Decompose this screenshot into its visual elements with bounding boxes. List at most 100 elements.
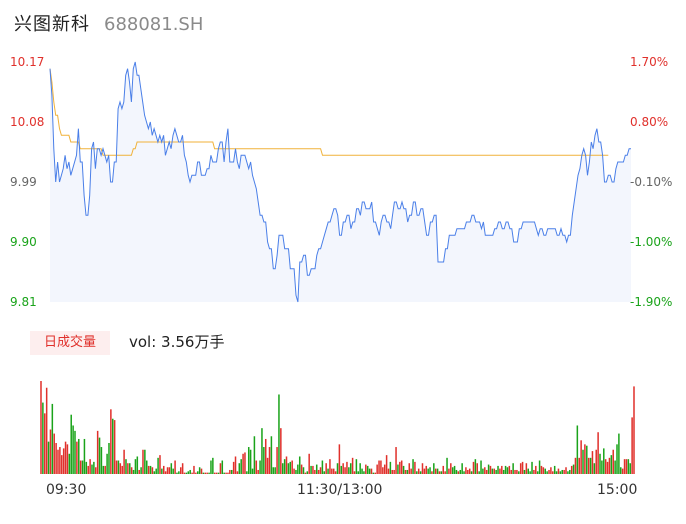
volume-bar — [559, 471, 562, 474]
volume-bar — [78, 438, 80, 474]
volume-bar — [193, 465, 195, 474]
volume-bar — [433, 463, 435, 474]
volume-bar — [163, 465, 165, 474]
volume-bar — [123, 449, 125, 474]
volume-bar — [281, 463, 284, 474]
volume-bar — [612, 449, 614, 474]
volume-bar — [508, 465, 511, 474]
volume-bar — [434, 468, 437, 474]
volume-bar — [361, 468, 363, 474]
percent-axis-label: -1.00% — [630, 235, 673, 249]
volume-bar — [295, 469, 297, 474]
volume-tab[interactable]: 日成交量 — [30, 331, 110, 355]
volume-bar — [574, 457, 577, 474]
volume-bar — [465, 467, 467, 474]
volume-bar — [421, 463, 424, 474]
volume-bar — [283, 459, 286, 474]
volume-bar — [85, 461, 88, 474]
volume-bar — [380, 460, 382, 474]
volume-bar — [616, 444, 618, 474]
volume-bar — [93, 461, 95, 474]
volume-bar — [91, 464, 93, 474]
volume-bar — [266, 457, 269, 474]
volume-bar — [359, 463, 361, 474]
volume-bar — [170, 463, 173, 474]
volume-bar — [550, 467, 552, 474]
volume-bar — [425, 465, 428, 474]
volume-bar — [470, 471, 473, 474]
volume-bar — [96, 430, 99, 474]
volume-bar — [499, 468, 501, 474]
volume-bar — [589, 457, 592, 474]
volume-bar — [463, 471, 465, 474]
volume-bar — [115, 460, 118, 474]
volume-bar — [472, 461, 475, 474]
volume-bar — [212, 457, 214, 474]
volume-bar — [383, 464, 386, 474]
volume-bar — [436, 468, 439, 474]
volume-bar — [448, 468, 450, 474]
volume-bar — [451, 467, 454, 474]
volume-bar — [202, 472, 205, 474]
volume-bar — [387, 468, 390, 474]
volume-bar — [270, 436, 273, 474]
volume-bar — [306, 471, 309, 474]
volume-bar — [416, 471, 418, 474]
time-axis-label: 09:30 — [46, 482, 87, 498]
volume-bar — [378, 460, 380, 474]
volume-bar — [230, 469, 233, 474]
volume-bar — [293, 468, 295, 474]
volume-bar — [106, 453, 108, 474]
volume-bar — [289, 461, 292, 474]
volume-bar — [376, 464, 378, 474]
volume-bar — [542, 467, 545, 474]
volume-bar — [631, 417, 633, 474]
volume-bar — [610, 455, 613, 474]
volume-bar — [404, 469, 407, 474]
volume-bar — [110, 409, 112, 474]
volume-bar — [557, 468, 560, 474]
volume-bar — [317, 469, 320, 474]
volume-bar — [461, 463, 463, 474]
volume-bar — [195, 472, 197, 474]
volume-bar — [468, 468, 471, 474]
volume-bar — [525, 463, 528, 474]
volume-bar — [606, 461, 609, 474]
volume-bar — [400, 460, 403, 474]
volume-bar — [83, 438, 86, 474]
volume-bar — [467, 469, 469, 474]
volume-bar — [323, 471, 326, 474]
volume-bar — [406, 469, 409, 474]
volume-bar — [257, 469, 259, 474]
volume-bar — [51, 403, 54, 474]
volume-bar — [593, 463, 596, 474]
volume-bar — [244, 452, 246, 474]
volume-bar — [238, 463, 241, 474]
volume-bar — [125, 459, 127, 474]
volume-bar — [625, 459, 628, 474]
volume-bar — [527, 468, 529, 474]
volume-bar — [213, 472, 216, 474]
volume-bar — [196, 471, 199, 474]
volume-bar — [172, 468, 174, 474]
volume-bar — [74, 430, 76, 474]
volume-bar — [53, 433, 55, 474]
volume-bar — [249, 449, 252, 474]
volume-bar — [312, 465, 314, 474]
volume-bar — [315, 464, 318, 474]
volume-bar — [538, 460, 541, 474]
volume-bar — [455, 469, 458, 474]
volume-bar — [142, 449, 144, 474]
volume-bar — [314, 469, 316, 474]
volume-bar — [523, 469, 526, 474]
volume-bar — [302, 467, 305, 474]
volume-bar — [533, 469, 535, 474]
volume-bar — [372, 472, 375, 474]
volume-bar — [578, 457, 580, 474]
volume-bar — [633, 386, 635, 474]
volume-bar — [300, 464, 303, 474]
volume-bar — [348, 467, 350, 474]
volume-bar — [535, 465, 537, 474]
volume-bar — [363, 471, 365, 474]
volume-bar — [450, 463, 452, 474]
